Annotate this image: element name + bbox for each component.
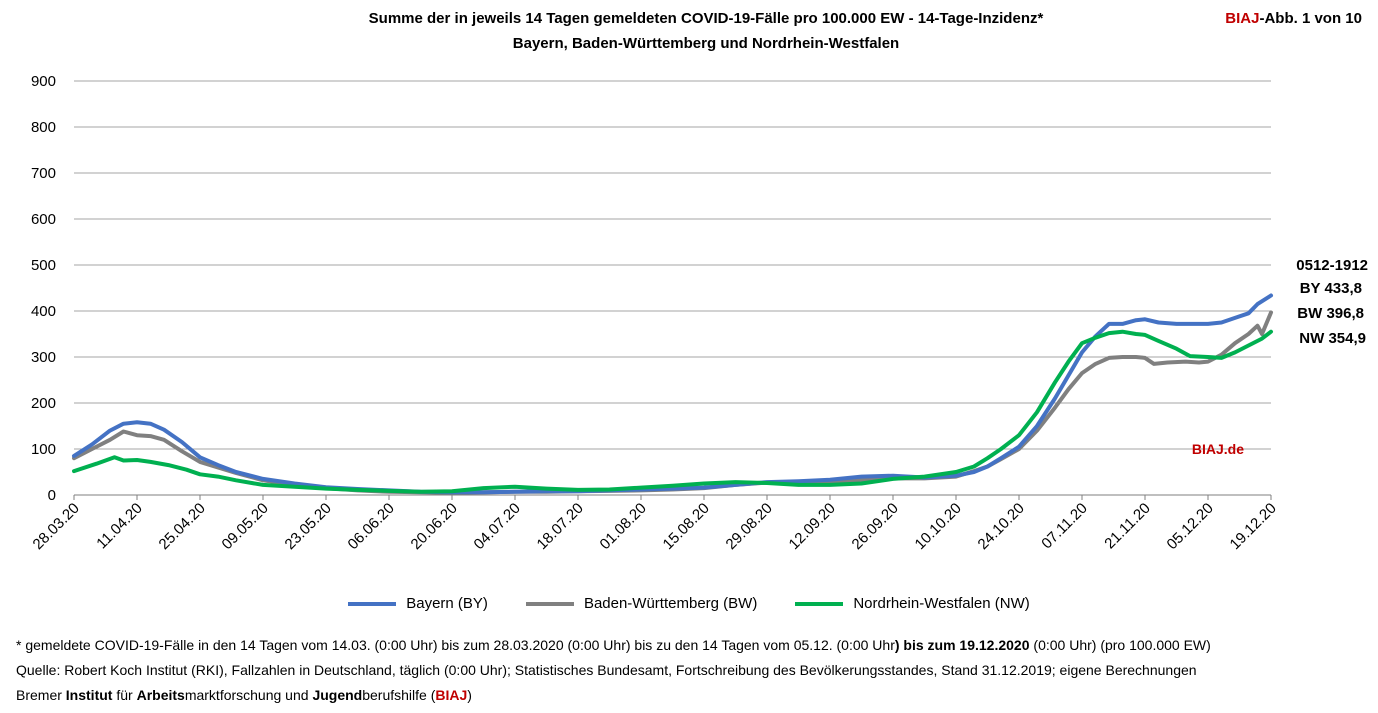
footnote-definition: * gemeldete COVID-19-Fälle in den 14 Tag… bbox=[16, 637, 1211, 653]
legend-item-bayern: Bayern (BY) bbox=[348, 595, 488, 612]
y-tick-label: 500 bbox=[31, 257, 56, 274]
by-end-label: BY 433,8 bbox=[1300, 280, 1362, 297]
x-tick-label: 18.07.20 bbox=[534, 500, 587, 553]
x-tick-label: 11.04.20 bbox=[93, 500, 146, 553]
legend-item-bw: Baden-Württemberg (BW) bbox=[525, 595, 758, 612]
publisher-brand: BIAJ bbox=[435, 687, 468, 703]
figure-brand: BIAJ bbox=[1225, 10, 1260, 27]
footnote-part: (0:00 Uhr) (pro 100.000 EW) bbox=[1029, 637, 1211, 653]
x-tick-label: 29.08.20 bbox=[723, 500, 776, 553]
legend-label-nw: Nordrhein-Westfalen (NW) bbox=[853, 595, 1030, 612]
x-tick-label: 12.09.20 bbox=[786, 500, 839, 553]
y-tick-label: 600 bbox=[31, 211, 56, 228]
x-tick-label: 24.10.20 bbox=[975, 500, 1028, 553]
x-tick-label: 06.06.20 bbox=[345, 500, 398, 553]
chart-title: Summe der in jeweils 14 Tagen gemeldeten… bbox=[368, 10, 1044, 27]
publisher-bold: Jugend bbox=[312, 687, 363, 703]
publisher-text: ) bbox=[467, 687, 472, 703]
series-line-bayern bbox=[72, 293, 1273, 495]
period-label: 0512-1912 bbox=[1296, 257, 1368, 274]
end-annotations: 0512-1912 BY 433,8 BW 396,8 NW 354,9 bbox=[1296, 257, 1368, 347]
gridlines bbox=[74, 80, 1271, 496]
y-axis-ticks: 0 100 200 300 400 500 600 700 800 900 bbox=[31, 73, 56, 504]
legend-label-bw: Baden-Württemberg (BW) bbox=[583, 595, 758, 612]
footnote-publisher: Bremer Institut für Arbeitsmarktforschun… bbox=[16, 687, 472, 703]
legend-label-bayern: Bayern (BY) bbox=[406, 595, 488, 612]
figure-count: -Abb. 1 von 10 bbox=[1259, 10, 1362, 27]
x-tick-label: 01.08.20 bbox=[597, 500, 650, 553]
watermark: BIAJ.de bbox=[1192, 441, 1244, 457]
y-tick-label: 0 bbox=[48, 487, 56, 504]
publisher-text: für bbox=[112, 687, 137, 703]
series-line-nordrhein-westfalen bbox=[72, 329, 1273, 494]
footnote-part: * gemeldete COVID-19-Fälle in den 14 Tag… bbox=[16, 637, 895, 653]
x-tick-label: 05.12.20 bbox=[1164, 500, 1217, 553]
publisher-bold: Institut bbox=[65, 687, 113, 703]
x-tick-label: 19.12.20 bbox=[1227, 500, 1280, 553]
x-tick-label: 07.11.20 bbox=[1038, 500, 1091, 553]
legend-swatch-nw bbox=[795, 601, 844, 606]
footnote-source: Quelle: Robert Koch Institut (RKI), Fall… bbox=[16, 662, 1197, 678]
chart-subtitle: Bayern, Baden-Württemberg und Nordrhein-… bbox=[512, 35, 900, 52]
nw-end-label: NW 354,9 bbox=[1299, 330, 1366, 347]
legend-swatch-bw bbox=[525, 601, 574, 606]
legend: Bayern (BY) Baden-Württemberg (BW) Nordr… bbox=[0, 595, 1378, 612]
x-tick-label: 10.10.20 bbox=[912, 500, 965, 553]
y-tick-label: 100 bbox=[31, 441, 56, 458]
x-tick-label: 28.03.20 bbox=[30, 500, 83, 553]
series-lines bbox=[72, 293, 1273, 495]
x-tick-label: 21.11.20 bbox=[1101, 500, 1154, 553]
x-tick-label: 04.07.20 bbox=[471, 500, 524, 553]
publisher-text: berufshilfe ( bbox=[362, 687, 436, 703]
x-tick-label: 20.06.20 bbox=[408, 500, 461, 553]
line-chart: 0 100 200 300 400 500 600 700 800 900 28.03.20 11.… bbox=[30, 73, 1368, 553]
x-tick-label: 23.05.20 bbox=[282, 500, 335, 553]
x-tick-label: 15.08.20 bbox=[660, 500, 713, 553]
y-tick-label: 200 bbox=[31, 395, 56, 412]
y-tick-label: 400 bbox=[31, 303, 56, 320]
x-tick-label: 09.05.20 bbox=[219, 500, 272, 553]
x-axis-ticks: 28.03.20 11.04.20 25.04.20 09.05.20 23.05.20… bbox=[30, 495, 1280, 553]
y-tick-label: 800 bbox=[31, 119, 56, 136]
y-tick-label: 700 bbox=[31, 165, 56, 182]
publisher-bold: Arbeits bbox=[136, 687, 185, 703]
x-tick-label: 26.09.20 bbox=[849, 500, 902, 553]
publisher-text: marktforschung und bbox=[184, 687, 313, 703]
bw-end-label: BW 396,8 bbox=[1297, 305, 1364, 322]
y-tick-label: 300 bbox=[31, 349, 56, 366]
x-tick-label: 25.04.20 bbox=[156, 500, 209, 553]
y-tick-label: 900 bbox=[31, 73, 56, 90]
footnote-bold: ) bis zum 19.12.2020 bbox=[894, 637, 1030, 653]
publisher-text: Bremer bbox=[16, 687, 66, 703]
figure-number: BIAJ-Abb. 1 von 10 bbox=[1225, 10, 1362, 27]
legend-swatch-bayern bbox=[348, 601, 397, 606]
legend-item-nw: Nordrhein-Westfalen (NW) bbox=[795, 595, 1030, 612]
